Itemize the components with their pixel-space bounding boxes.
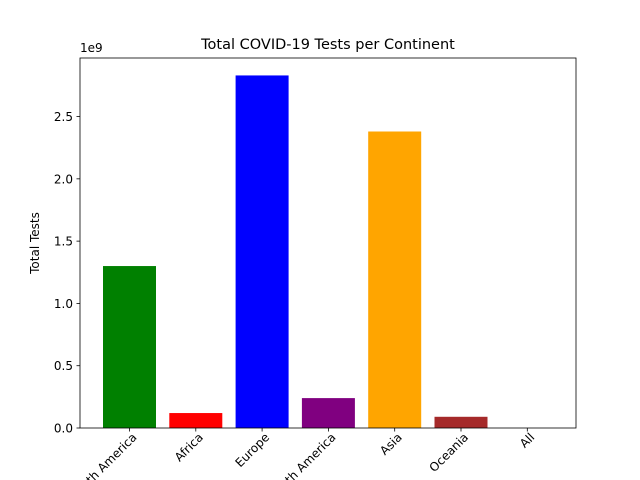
y-tick-label: 0.0 xyxy=(54,422,73,436)
chart-title: Total COVID-19 Tests per Continent xyxy=(200,37,455,53)
y-tick-label: 2.0 xyxy=(54,172,73,186)
bar-north-america xyxy=(103,266,156,428)
y-tick-label: 1.0 xyxy=(54,297,73,311)
y-tick-label: 0.5 xyxy=(54,359,73,373)
y-tick-label: 1.5 xyxy=(54,235,73,249)
bar-south-america xyxy=(301,398,355,428)
bar-asia xyxy=(368,131,422,428)
y-axis-label: Total Tests xyxy=(28,212,42,275)
y-tick-label: 2.5 xyxy=(54,110,73,124)
bar-oceania xyxy=(434,416,488,428)
bars-group xyxy=(103,75,488,429)
y-axis: 0.0 0.5 1.0 1.5 2.0 2.5 xyxy=(54,110,80,436)
y-axis-offset-label: 1e9 xyxy=(80,41,103,55)
bar-europe xyxy=(235,75,289,429)
bar-africa xyxy=(169,413,223,428)
